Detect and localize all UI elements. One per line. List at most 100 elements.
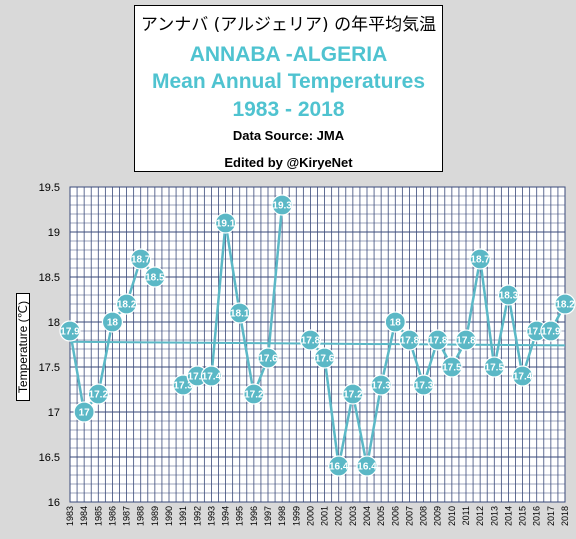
data-point-marker <box>257 347 279 369</box>
data-point-marker <box>59 320 81 342</box>
data-point-marker <box>144 266 166 288</box>
data-point-marker <box>200 365 223 387</box>
data-label: 17.3 <box>173 381 193 392</box>
y-tick-label: 17.5 <box>39 362 60 374</box>
data-point-marker <box>214 212 237 234</box>
data-label: 17.9 <box>541 327 561 338</box>
x-axis-ticks: 1983 1984 1985 1986 1987 1988 1989 1990 1991 1992… <box>65 506 570 526</box>
data-label: 17 <box>79 408 91 419</box>
x-tick-label: 2012 <box>475 506 485 526</box>
data-point-marker <box>115 293 138 315</box>
data-label: 16.4 <box>357 462 377 473</box>
data-point-marker <box>229 302 251 324</box>
data-label: 19.3 <box>272 201 292 212</box>
data-point-marker <box>101 311 124 333</box>
x-tick-label: 1989 <box>150 506 160 526</box>
y-axis-label: Temperature (℃) <box>16 300 30 394</box>
x-tick-label: 2000 <box>305 506 315 526</box>
y-axis-ticks: 16 16.5 17 17.5 18 18.5 19 19.5 <box>39 182 60 509</box>
data-label: 17.8 <box>400 336 420 347</box>
data-label: 18.2 <box>117 300 137 311</box>
chart-title-period: 1983 - 2018 <box>232 98 345 121</box>
x-tick-label: 1993 <box>206 506 216 526</box>
x-tick-label: 1998 <box>277 506 287 526</box>
data-point-marker <box>497 284 520 306</box>
data-point-marker <box>540 320 562 342</box>
data-label: 18 <box>107 318 119 329</box>
data-point-marker <box>243 383 265 405</box>
data-point-marker <box>441 356 463 378</box>
data-points: 17.91717.21818.218.718.517.317.417.419.1… <box>59 194 576 477</box>
data-point-marker <box>342 383 364 405</box>
data-point-marker <box>328 455 350 477</box>
data-point-marker <box>87 383 109 405</box>
x-tick-label: 2010 <box>447 506 457 526</box>
data-label: 17.3 <box>414 381 434 392</box>
x-tick-label: 1992 <box>192 506 202 526</box>
x-tick-label: 2014 <box>503 506 513 526</box>
data-point-marker <box>356 455 378 477</box>
data-label: 17.6 <box>258 354 278 365</box>
data-label: 17.8 <box>428 336 448 347</box>
data-label: 18 <box>390 318 402 329</box>
x-tick-label: 2015 <box>518 506 528 526</box>
data-label: 17.6 <box>315 354 335 365</box>
x-tick-label: 2006 <box>390 506 400 526</box>
y-tick-label: 18.5 <box>39 272 60 284</box>
data-label: 17.8 <box>456 336 476 347</box>
y-tick-label: 16 <box>48 497 60 509</box>
data-label: 18.1 <box>230 309 250 320</box>
x-tick-label: 1990 <box>164 506 174 526</box>
data-label: 18.7 <box>131 255 151 266</box>
x-tick-label: 1988 <box>136 506 146 526</box>
data-point-marker <box>398 329 421 351</box>
y-tick-label: 16.5 <box>39 452 60 464</box>
data-label: 18.3 <box>499 291 519 302</box>
x-tick-label: 2003 <box>348 506 358 526</box>
data-point-marker <box>412 374 435 396</box>
chart-title-subject: Mean Annual Temperatures <box>151 70 426 93</box>
x-tick-label: 1995 <box>235 506 245 526</box>
x-tick-label: 2005 <box>376 506 386 526</box>
data-label: 17.3 <box>371 381 391 392</box>
x-tick-label: 1985 <box>93 506 103 526</box>
data-point-marker <box>511 365 534 387</box>
data-point-marker <box>384 311 406 333</box>
data-label: 17.9 <box>527 327 547 338</box>
x-tick-label: 1984 <box>79 506 89 526</box>
x-tick-label: 2002 <box>334 506 344 526</box>
x-tick-label: 2013 <box>489 506 499 526</box>
y-tick-label: 19.5 <box>39 182 60 194</box>
x-tick-label: 2001 <box>320 506 330 526</box>
x-tick-label: 1994 <box>221 506 231 526</box>
data-label: 18.7 <box>470 255 490 266</box>
x-tick-label: 2007 <box>404 506 414 526</box>
x-tick-label: 1991 <box>178 506 188 526</box>
data-point-marker <box>483 356 505 378</box>
x-tick-label: 2018 <box>560 506 570 526</box>
data-label: 17.5 <box>442 363 462 374</box>
x-tick-label: 2004 <box>362 506 372 526</box>
data-label: 16.4 <box>329 462 349 473</box>
data-point-marker <box>299 329 322 351</box>
data-label: 17.9 <box>60 327 80 338</box>
x-tick-label: 2016 <box>532 506 542 526</box>
data-point-marker <box>455 329 477 351</box>
y-tick-label: 17 <box>48 407 60 419</box>
data-point-marker <box>370 374 392 396</box>
x-tick-label: 1986 <box>107 506 117 526</box>
x-tick-label: 1999 <box>291 506 301 526</box>
title-box: アンナバ (アルジェリア) の年平均気温 ANNABA -ALGERIA Mea… <box>134 5 443 172</box>
data-label: 17.2 <box>89 390 109 401</box>
data-label: 17.2 <box>343 390 363 401</box>
data-label: 17.8 <box>301 336 321 347</box>
data-label: 17.4 <box>188 372 208 383</box>
edited-by: Edited by @KiryeNet <box>224 155 353 170</box>
data-label: 18.5 <box>145 273 165 284</box>
data-point-marker <box>554 293 576 315</box>
x-tick-label: 1996 <box>249 506 259 526</box>
data-label: 17.5 <box>485 363 505 374</box>
data-point-marker <box>271 194 293 216</box>
x-tick-label: 2011 <box>461 506 471 525</box>
